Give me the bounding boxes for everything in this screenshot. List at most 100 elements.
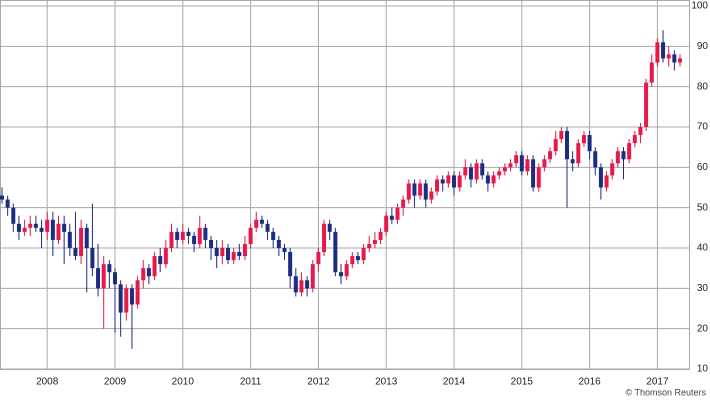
candle-body [497,171,502,176]
candle-body [254,219,259,228]
candle-body [435,179,440,192]
candle-body [67,231,72,248]
candle-body [401,199,406,208]
candle-body [39,227,44,232]
x-tick-label: 2010 [172,377,195,388]
candle-body [531,159,536,188]
candle-body [299,280,304,293]
candle-body [350,256,355,265]
candle-body [468,167,473,180]
candle-body [655,42,660,63]
candle-body [96,268,101,289]
candle-body [146,268,151,277]
candle-body [553,139,558,152]
candle-body [169,231,174,248]
credit: © Thomson Reuters [626,387,707,397]
candle-body [570,159,575,164]
candle-body [548,151,553,160]
candle-body [118,284,123,313]
candle-body [644,82,649,127]
y-tick-label: 70 [697,122,709,133]
candle-body [73,248,78,257]
candle-body [446,175,451,184]
candle-body [129,288,134,305]
candle-body [79,227,84,257]
candle-body [220,248,225,257]
candle-body [429,191,434,200]
x-tick-label: 2008 [36,377,59,388]
candle-body [344,264,349,277]
candle-body [163,248,168,265]
candle-body [271,231,276,240]
candle-body [84,227,89,248]
x-tick-label: 2017 [646,377,669,388]
candle-body [214,248,219,257]
candle-body [604,175,609,188]
y-tick-label: 10 [697,364,709,375]
candle-body [203,227,208,240]
candle-body [361,248,366,261]
candle-body [327,223,332,232]
x-tick-label: 2012 [307,377,330,388]
candle-body [231,252,236,261]
y-tick-label: 50 [697,202,709,213]
candle-body [474,163,479,180]
x-tick-label: 2015 [511,377,534,388]
candle-body [158,256,163,265]
candle-body [514,155,519,164]
candle-body [33,223,38,228]
candle-body [56,223,61,240]
candle-body [107,264,112,273]
candle-body [666,54,671,59]
candle-body [598,167,603,188]
candle-body [559,131,564,140]
candle-body [536,167,541,188]
candle-body [587,135,592,152]
candle-body [113,272,117,285]
y-tick-label: 30 [697,283,709,294]
candle-body [316,252,321,265]
candle-body [192,235,197,244]
candle-body [101,264,106,289]
candle-body [463,167,468,176]
y-tick-label: 100 [691,1,708,12]
candle-body [406,183,411,200]
x-tick-label: 2014 [443,377,466,388]
candle-body [16,223,21,232]
candle-body [581,135,586,144]
candle-body [502,167,507,172]
candle-body [678,58,682,63]
candle-body [355,256,360,261]
candle-body [593,151,598,168]
candle-body [638,127,643,136]
x-tick-label: 2013 [375,377,398,388]
y-tick-label: 20 [697,323,709,334]
y-tick-label: 80 [697,81,709,92]
candle-body [395,207,400,220]
candle-body [485,175,490,184]
candle-body [372,239,377,244]
candle-body [135,280,140,305]
y-tick-label: 90 [697,41,709,52]
candle-body [525,159,530,172]
candle-body [440,179,445,184]
candle-body [45,219,50,232]
candle-body [333,231,338,273]
candle-body [423,183,428,200]
candle-body [322,223,327,253]
candle-body [293,276,298,293]
candle-body [649,62,654,83]
candle-body [5,199,10,208]
candle-body [259,219,264,224]
x-tick-label: 2011 [240,377,262,388]
candle-body [412,183,417,196]
candle-body [576,143,581,164]
candle-body [632,135,637,144]
x-tick-label: 2016 [578,377,601,388]
candle-body [508,163,513,168]
candle-body [186,231,191,236]
candle-body [62,223,67,232]
candle-body [491,175,496,184]
candle-body [615,151,620,164]
candle-body [265,223,270,232]
